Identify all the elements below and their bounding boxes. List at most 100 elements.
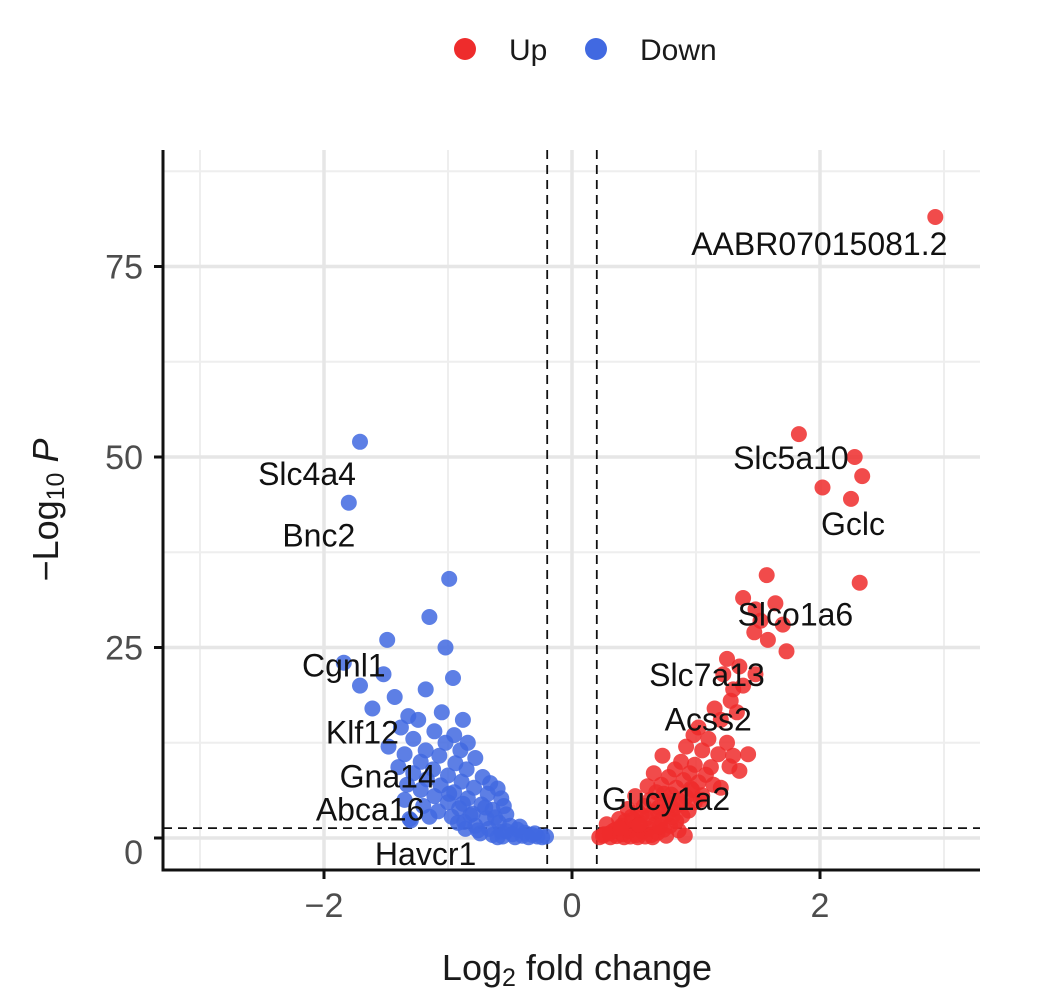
down-point: [340, 494, 357, 511]
down-point: [399, 776, 416, 793]
down-point: [379, 631, 396, 648]
gene-label: Slc4a4: [258, 456, 356, 492]
up-point: [719, 650, 735, 667]
up-point: [814, 479, 831, 496]
gene-label: Slc7a13: [649, 657, 765, 693]
down-point: [526, 825, 543, 842]
gene-label: Cgnl1: [302, 648, 386, 684]
down-point: [458, 761, 475, 778]
up-point: [846, 449, 863, 465]
y-tick-label: 25: [105, 630, 143, 668]
up-point: [678, 738, 695, 755]
up-point: [747, 666, 764, 683]
down-point: [452, 742, 469, 759]
down-point: [375, 666, 392, 683]
down-point: [462, 807, 479, 824]
up-point: [693, 791, 709, 808]
gene-label: Gclc: [821, 506, 885, 542]
up-point: [778, 643, 795, 660]
down-point: [421, 609, 438, 625]
up-point: [843, 490, 859, 507]
gene-label: Gna14: [340, 759, 436, 795]
up-point: [676, 827, 693, 844]
down-point: [449, 814, 466, 831]
down-point: [426, 723, 443, 740]
down-point: [477, 799, 494, 816]
down-point: [386, 689, 403, 705]
up-point: [854, 468, 871, 485]
up-point: [712, 779, 729, 796]
up-point: [712, 711, 729, 728]
down-point: [441, 785, 458, 802]
up-point: [851, 574, 868, 591]
gene-label: Klf12: [326, 715, 399, 751]
down-point: [437, 639, 454, 656]
down-point: [412, 753, 429, 770]
y-axis-title: −Log10 P: [25, 439, 70, 582]
down-point: [454, 795, 471, 812]
down-point: [380, 738, 397, 755]
y-tick-label: 75: [105, 249, 143, 287]
up-point: [694, 742, 711, 759]
down-point: [433, 704, 450, 721]
x-tick-label: 0: [563, 887, 582, 925]
down-point: [396, 791, 413, 808]
down-point: [402, 812, 419, 829]
legend-down-label: Down: [640, 34, 717, 67]
down-point: [335, 654, 352, 671]
up-point: [627, 788, 644, 805]
down-point: [352, 433, 368, 450]
up-point: [662, 797, 678, 814]
up-point: [731, 658, 748, 675]
down-point: [405, 730, 422, 747]
down-point: [511, 818, 528, 835]
down-point: [467, 750, 484, 766]
down-point: [469, 822, 486, 839]
up-point: [774, 616, 791, 633]
x-tick-label: 2: [811, 887, 830, 925]
up-point: [759, 631, 776, 648]
gene-labels: AABR07015081.2 Slc5a10 Gclc Slco1a6 Slc7a13 A…: [258, 226, 947, 872]
down-point: [454, 711, 471, 728]
up-point: [596, 826, 613, 843]
down-point: [426, 788, 443, 805]
gene-label: Slco1a6: [738, 596, 854, 632]
x-axis-title: Log2 fold change: [442, 947, 712, 992]
up-point: [790, 426, 807, 443]
down-point: [437, 734, 454, 751]
legend-down-swatch: [585, 38, 607, 60]
y-tick-label: 0: [124, 834, 143, 872]
gene-label: Bnc2: [282, 518, 355, 554]
up-point: [649, 803, 666, 820]
up-point: [631, 817, 647, 833]
data-points: [335, 209, 944, 846]
down-point: [364, 700, 381, 717]
down-point: [390, 759, 407, 776]
gene-label: Acss2: [665, 701, 752, 737]
up-point: [728, 704, 745, 721]
legend-up-swatch: [454, 38, 476, 60]
up-point: [719, 734, 735, 751]
legend: Up Down: [454, 34, 717, 67]
up-point: [652, 818, 668, 835]
up-point: [639, 778, 656, 795]
gene-label: AABR07015081.2: [691, 226, 947, 262]
up-point: [685, 727, 702, 744]
down-point: [487, 809, 504, 826]
up-point: [731, 762, 748, 779]
y-tick-label: 50: [105, 439, 143, 477]
gene-label: Slc5a10: [733, 440, 849, 476]
up-point: [654, 747, 671, 764]
up-point: [710, 746, 727, 763]
down-point: [412, 782, 429, 798]
down-point: [489, 829, 506, 846]
up-point: [758, 567, 775, 584]
gene-label: Havcr1: [375, 836, 476, 872]
down-point: [421, 808, 438, 825]
down-point: [431, 747, 448, 764]
down-point: [392, 719, 409, 736]
up-point: [735, 590, 752, 606]
up-point: [767, 595, 784, 612]
